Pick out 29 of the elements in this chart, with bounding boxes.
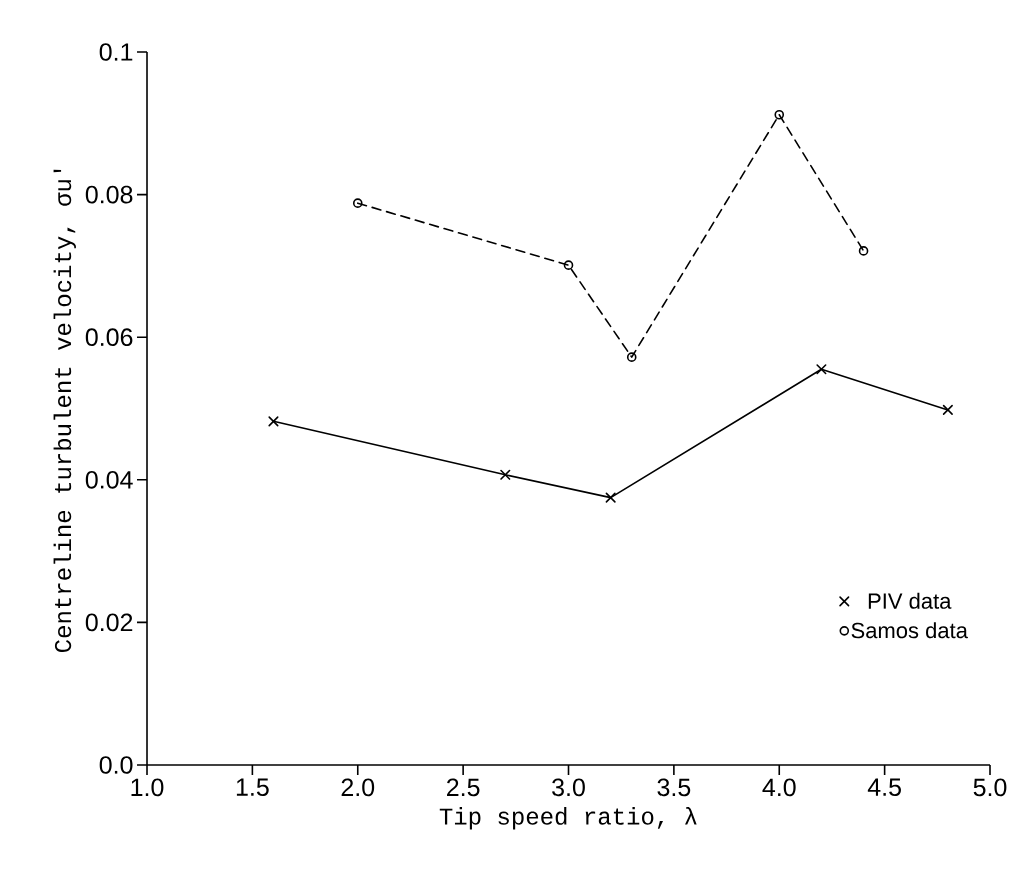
point [268,416,279,427]
point [626,352,637,362]
y-tick-label: 0.1 [99,43,133,61]
legend-label: PIV data [868,592,952,609]
point [816,364,827,375]
point [500,469,511,480]
point [858,246,869,256]
x-tick-label: 2.0 [341,778,375,797]
x-tick-label: 3.5 [657,778,691,797]
point [774,109,785,120]
point [352,198,363,208]
x-tick-label: 4.0 [762,778,796,797]
y-tick-label: 0.0 [99,756,133,774]
y-axis-title: Centreline turbulent velocity, σu′ [53,169,76,653]
point [605,492,616,503]
x-tick-label: 3.0 [552,778,585,797]
x-axis-title: Tip speed ratio, λ [439,807,697,830]
point [563,260,574,270]
legend-label: Samos data [851,622,968,639]
x-tick-label: 1.0 [131,778,164,797]
y-tick-label: 0.04 [85,470,133,489]
y-tick-label: 0.08 [85,185,133,204]
x-tick-label: 1.5 [236,778,269,796]
x-tick-label: 4.5 [867,778,901,796]
y-tick-label: 0.02 [85,613,133,632]
x-tick-label: 5.0 [973,778,1007,797]
x-tick-label: 2.5 [447,778,480,797]
point [942,404,953,415]
y-tick-label: 0.06 [85,328,133,347]
